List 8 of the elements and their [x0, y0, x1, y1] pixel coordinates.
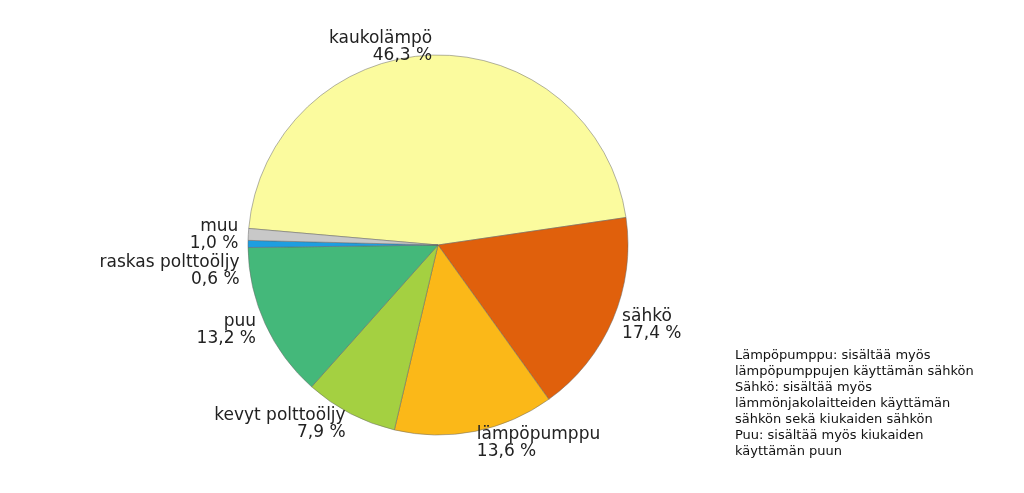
text: Lämpöpumppu: sisältää myös lämpöpumppujen käyttämän sähkön [735, 346, 974, 378]
slice-label: puu [223, 309, 257, 330]
text: Puu: sisältää myös kiukaiden käyttämän puun [735, 426, 924, 458]
slice-label: kevyt polttoöljy [214, 403, 346, 424]
slice-label: lämpöpumppu [476, 422, 601, 443]
slice-label: raskas polttoöljy [99, 251, 240, 272]
slice-label: kaukolämpö [328, 26, 433, 47]
text: Sähkö: sisältää myös lämmönjakolaitteiden käyttämän sähkön sekä kiukaiden sähkön [735, 378, 951, 426]
